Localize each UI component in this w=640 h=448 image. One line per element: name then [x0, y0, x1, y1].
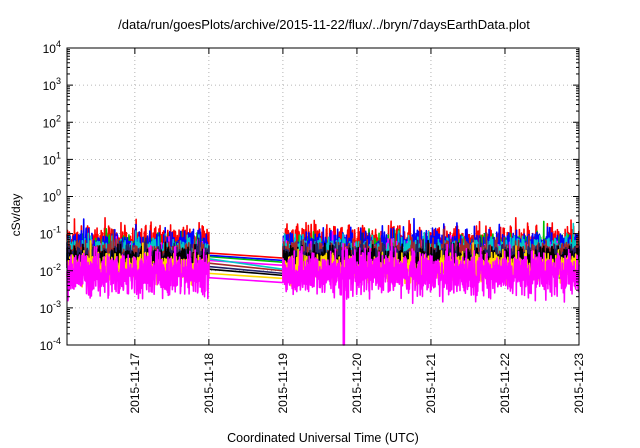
x-tick-label: 2015-11-22 [498, 353, 512, 414]
y-tick-label: 103 [43, 76, 61, 93]
plot-frame [66, 47, 580, 346]
y-tick-exponent: -4 [53, 336, 61, 346]
y-tick-base: 10 [43, 116, 57, 130]
x-axis-ticks: 2015-11-17 2015-11-18 2015-11-19 2015-11-20… [128, 48, 586, 414]
y-tick-label: 10-1 [40, 225, 61, 242]
x-tick-label: 2015-11-18 [202, 353, 216, 414]
x-tick-label: 2015-11-17 [128, 353, 142, 414]
y-tick-exponent: 1 [56, 150, 61, 160]
y-tick-exponent: 2 [56, 113, 61, 123]
y-tick-exponent: 4 [56, 39, 61, 49]
y-tick-exponent: 3 [56, 76, 61, 86]
x-tick-label: 2015-11-21 [424, 353, 438, 414]
y-tick-base: 10 [40, 339, 54, 353]
y-tick-label: 102 [43, 113, 61, 130]
y-tick-exponent: 0 [56, 188, 61, 198]
chart-title: /data/run/goesPlots/archive/2015-11-22/f… [118, 17, 530, 32]
x-tick-label: 2015-11-20 [350, 353, 364, 414]
x-axis-label: Coordinated Universal Time (UTC) [227, 431, 419, 445]
x-tick-label: 2015-11-19 [276, 353, 290, 414]
y-tick-exponent: -2 [53, 262, 61, 272]
y-tick-base: 10 [40, 265, 54, 279]
y-axis-label: cSv/day [9, 194, 23, 237]
y-tick-label: 10-2 [40, 262, 61, 279]
series-line [66, 238, 580, 346]
data-series [66, 216, 580, 346]
y-tick-label: 10-3 [40, 299, 61, 316]
y-tick-base: 10 [43, 191, 57, 205]
x-tick-label: 2015-11-23 [572, 353, 586, 414]
y-tick-label: 100 [43, 188, 61, 205]
y-tick-label: 104 [43, 39, 61, 56]
y-tick-base: 10 [43, 153, 57, 167]
y-tick-base: 10 [40, 228, 54, 242]
y-tick-label: 10-4 [40, 336, 61, 353]
y-tick-base: 10 [43, 42, 57, 56]
y-tick-base: 10 [40, 302, 54, 316]
y-tick-exponent: -1 [53, 225, 61, 235]
y-tick-label: 101 [43, 150, 61, 167]
y-tick-exponent: -3 [53, 299, 61, 309]
y-tick-base: 10 [43, 79, 57, 93]
